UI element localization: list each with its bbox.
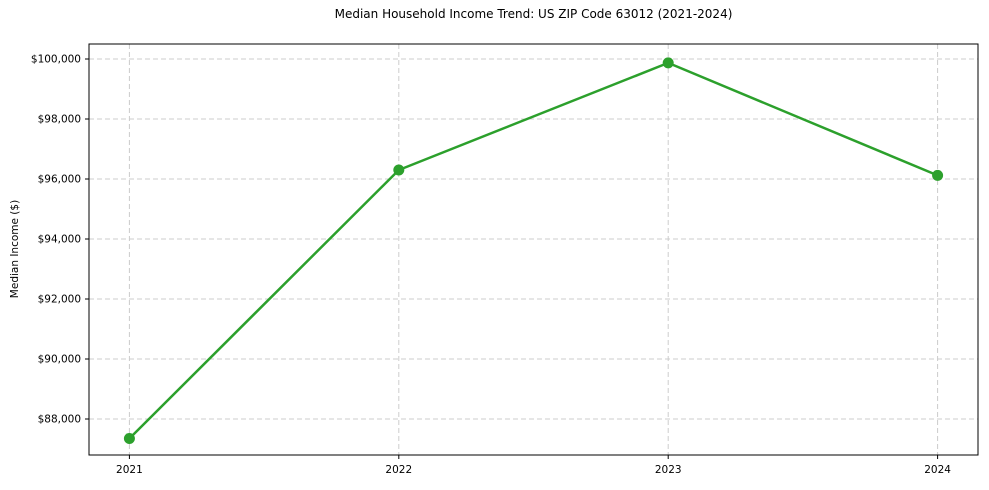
data-point-2022	[393, 164, 405, 176]
x-tick-label: 2023	[655, 464, 682, 476]
x-tick-label: 2021	[116, 464, 143, 476]
data-point-2021	[123, 433, 135, 444]
plot-frame	[88, 43, 979, 456]
y-tick-label: $92,000	[38, 294, 81, 306]
y-tick-label: $98,000	[38, 114, 81, 126]
data-point-2024	[932, 169, 944, 181]
chart-title: Median Household Income Trend: US ZIP Co…	[334, 7, 733, 21]
y-tick-label: $96,000	[38, 174, 81, 186]
y-tick-label: $88,000	[38, 414, 81, 426]
x-tick-label: 2024	[924, 464, 951, 476]
trend-line	[128, 61, 939, 440]
y-tick-label: $94,000	[38, 234, 81, 246]
y-tick-label: $90,000	[38, 354, 81, 366]
y-tick-label: $100,000	[31, 54, 81, 66]
data-point-2023	[662, 57, 674, 69]
x-tick-label: 2022	[385, 464, 412, 476]
